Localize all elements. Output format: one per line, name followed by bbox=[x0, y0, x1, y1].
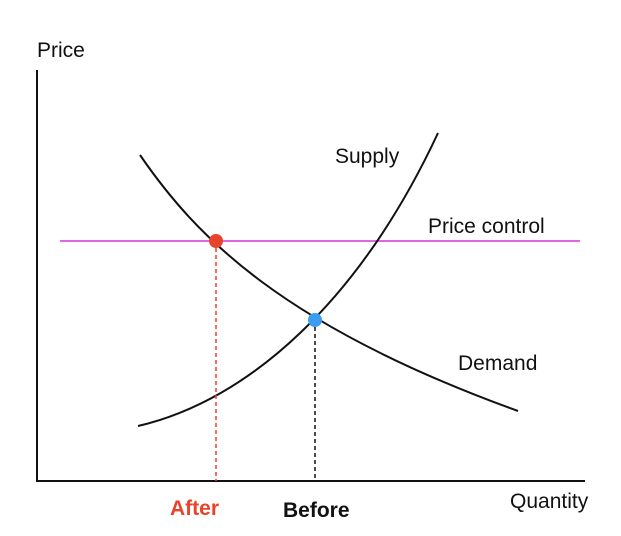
x-axis-label: Quantity bbox=[510, 490, 589, 513]
after-point bbox=[209, 234, 223, 248]
demand-label: Demand bbox=[458, 352, 537, 375]
supply-curve bbox=[137, 132, 439, 427]
before-point bbox=[308, 313, 322, 327]
before-label: Before bbox=[283, 499, 350, 522]
supply-label: Supply bbox=[335, 145, 400, 168]
demand-curve bbox=[139, 154, 519, 412]
y-axis-label: Price bbox=[37, 39, 85, 62]
after-label: After bbox=[170, 497, 219, 520]
price-control-label: Price control bbox=[428, 215, 545, 238]
